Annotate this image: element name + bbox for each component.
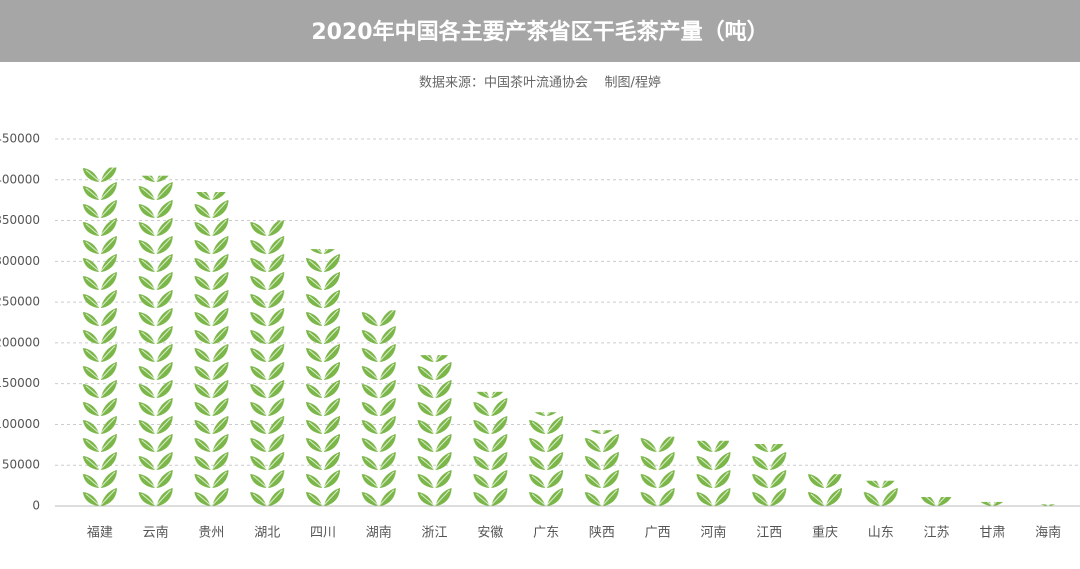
x-tick-label: 山东 bbox=[868, 526, 894, 541]
y-tick-label: 400000 bbox=[0, 172, 40, 186]
x-tick-label: 安徽 bbox=[477, 526, 503, 541]
x-tick-label: 甘肃 bbox=[979, 526, 1005, 541]
bar bbox=[305, 249, 341, 506]
bar bbox=[416, 355, 453, 506]
bar bbox=[1030, 504, 1067, 506]
x-tick-label: 陕西 bbox=[589, 526, 615, 541]
header-bar bbox=[0, 0, 1080, 62]
bar bbox=[249, 220, 286, 507]
x-tick-label: 贵州 bbox=[198, 526, 224, 541]
bar bbox=[193, 192, 230, 506]
y-tick-label: 350000 bbox=[0, 213, 40, 227]
x-tick-label: 四川 bbox=[310, 526, 336, 541]
x-tick-label: 云南 bbox=[143, 525, 169, 541]
x-tick-label: 江西 bbox=[756, 526, 782, 541]
x-tick-label: 海南 bbox=[1035, 525, 1061, 541]
y-tick-label: 300000 bbox=[0, 254, 40, 268]
chart-subtitle: 数据来源：中国茶叶流通协会 制图/程婷 bbox=[419, 75, 661, 91]
x-tick-label: 湖南 bbox=[366, 525, 392, 541]
x-tick-label: 广西 bbox=[645, 526, 671, 541]
y-tick-label: 450000 bbox=[0, 132, 40, 146]
bar bbox=[639, 436, 676, 506]
x-tick-label: 浙江 bbox=[422, 526, 448, 541]
x-tick-label: 重庆 bbox=[812, 525, 838, 541]
bar bbox=[862, 480, 899, 506]
y-tick-label: 0 bbox=[32, 499, 40, 513]
bar bbox=[360, 310, 397, 506]
y-tick-label: 100000 bbox=[0, 417, 40, 431]
x-tick-label: 福建 bbox=[87, 526, 113, 541]
bar bbox=[695, 440, 732, 506]
chart-title: 2020年中国各主要产茶省区干毛茶产量（吨） bbox=[311, 19, 768, 45]
y-tick-label: 200000 bbox=[0, 335, 40, 349]
x-tick-label: 河南 bbox=[700, 525, 726, 541]
x-tick-label: 江苏 bbox=[924, 525, 950, 541]
bar bbox=[528, 412, 565, 506]
bar bbox=[751, 444, 788, 506]
y-tick-label: 250000 bbox=[0, 295, 40, 309]
bar bbox=[137, 175, 174, 506]
bar bbox=[583, 430, 620, 506]
bar bbox=[81, 167, 118, 507]
x-tick-label: 湖北 bbox=[254, 526, 280, 541]
bar bbox=[807, 474, 843, 506]
bar bbox=[918, 497, 955, 506]
y-tick-label: 50000 bbox=[2, 458, 40, 472]
y-tick-label: 150000 bbox=[0, 376, 40, 390]
bar bbox=[974, 501, 1011, 506]
bar bbox=[472, 391, 509, 506]
x-tick-label: 广东 bbox=[533, 526, 559, 541]
